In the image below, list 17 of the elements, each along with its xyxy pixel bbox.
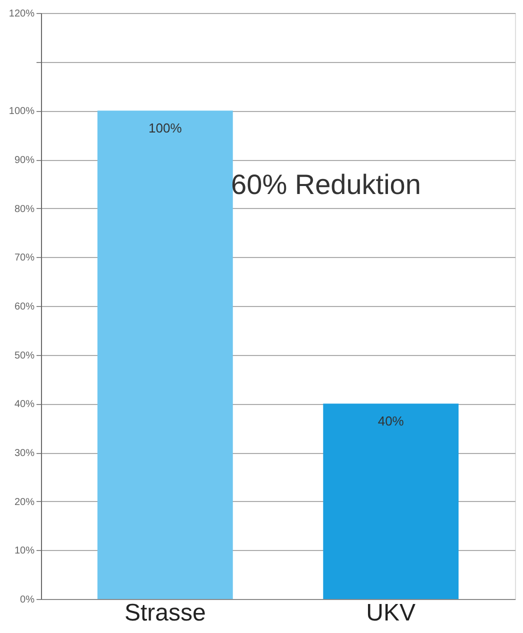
data-label: 40% bbox=[378, 414, 404, 429]
y-tick-label: 120% bbox=[8, 8, 35, 20]
y-tick-label: 90% bbox=[14, 155, 35, 166]
x-tick-label: Strasse bbox=[124, 600, 206, 626]
y-tick-label: 20% bbox=[14, 496, 35, 508]
y-tick-label: 80% bbox=[14, 204, 35, 215]
data-label: 100% bbox=[148, 120, 182, 136]
annotation: 60% Reduktion bbox=[231, 169, 421, 200]
y-tick-label: 10% bbox=[14, 546, 35, 557]
y-tick-label: 70% bbox=[14, 252, 35, 264]
y-tick-label: 0% bbox=[20, 594, 35, 606]
x-tick-label: UKV bbox=[366, 600, 416, 626]
y-tick-label: 30% bbox=[14, 448, 35, 459]
y-tick-label: 50% bbox=[14, 350, 35, 362]
y-tick-label: 100% bbox=[8, 106, 35, 118]
y-tick-label: 60% bbox=[14, 302, 35, 312]
y-tick-label: 40% bbox=[14, 399, 35, 410]
